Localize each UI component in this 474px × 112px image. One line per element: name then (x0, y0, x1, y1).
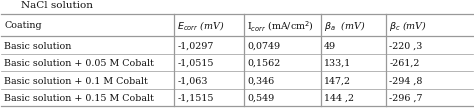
Text: 0,346: 0,346 (247, 76, 274, 85)
Text: -261,2: -261,2 (389, 59, 419, 67)
Text: $\beta_a$  (mV): $\beta_a$ (mV) (324, 19, 365, 33)
Text: 0,0749: 0,0749 (247, 41, 281, 50)
Text: 144 ,2: 144 ,2 (324, 93, 354, 102)
Text: I$_{corr}$ (mA/cm$^2$): I$_{corr}$ (mA/cm$^2$) (247, 19, 314, 32)
Text: -296 ,7: -296 ,7 (389, 93, 423, 102)
Text: -1,0515: -1,0515 (177, 59, 214, 67)
Text: $\beta_c$ (mV): $\beta_c$ (mV) (389, 19, 427, 33)
Text: -1,0297: -1,0297 (177, 41, 214, 50)
Text: 147,2: 147,2 (324, 76, 351, 85)
Text: Basic solution + 0.1 M Cobalt: Basic solution + 0.1 M Cobalt (4, 76, 148, 85)
Text: Coating: Coating (4, 21, 42, 30)
Text: $E_{corr}$ (mV): $E_{corr}$ (mV) (177, 19, 225, 32)
Text: NaCl solution: NaCl solution (21, 1, 93, 10)
Text: 133,1: 133,1 (324, 59, 351, 67)
Text: -294 ,8: -294 ,8 (389, 76, 422, 85)
Text: -1,1515: -1,1515 (177, 93, 214, 102)
Text: Basic solution + 0.15 M Cobalt: Basic solution + 0.15 M Cobalt (4, 93, 154, 102)
Text: 0,1562: 0,1562 (247, 59, 281, 67)
Text: Basic solution: Basic solution (4, 41, 72, 50)
Text: 0,549: 0,549 (247, 93, 274, 102)
Text: Basic solution + 0.05 M Cobalt: Basic solution + 0.05 M Cobalt (4, 59, 154, 67)
Text: -1,063: -1,063 (177, 76, 208, 85)
Text: 49: 49 (324, 41, 337, 50)
Text: -220 ,3: -220 ,3 (389, 41, 422, 50)
